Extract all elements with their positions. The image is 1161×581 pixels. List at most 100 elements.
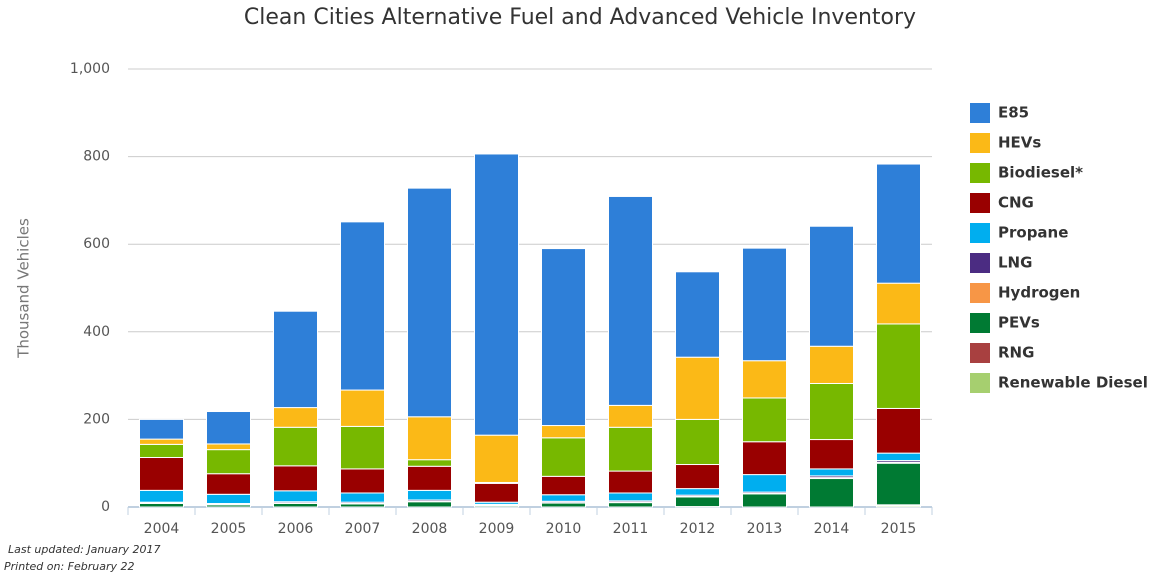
legend-label: LNG xyxy=(998,254,1032,272)
bar-segment xyxy=(207,412,251,444)
bar-segment xyxy=(274,408,318,428)
bar-segment xyxy=(140,444,184,457)
bar-segment xyxy=(810,469,854,476)
legend-label: HEVs xyxy=(998,134,1041,152)
bar-segment xyxy=(877,164,921,283)
legend-swatch xyxy=(970,313,990,333)
bar-segment xyxy=(140,490,184,502)
bar-segment xyxy=(140,458,184,491)
bar-segment xyxy=(609,493,653,501)
bar-segment xyxy=(877,453,921,460)
x-tick-label: 2011 xyxy=(613,521,649,537)
bar-segment xyxy=(542,476,586,494)
bar-segment xyxy=(609,503,653,507)
bar-segment xyxy=(877,283,921,324)
x-tick-label: 2005 xyxy=(211,521,247,537)
chart-title: Clean Cities Alternative Fuel and Advanc… xyxy=(244,5,916,30)
bar-segment xyxy=(408,188,452,417)
bar-segment xyxy=(609,196,653,405)
bar-segment xyxy=(877,408,921,453)
bar-segment xyxy=(274,466,318,491)
bar-segment xyxy=(341,222,385,390)
bar-segment xyxy=(408,502,452,507)
x-tick-label: 2004 xyxy=(144,521,180,537)
bar-segment xyxy=(542,503,586,507)
bar-segment xyxy=(140,439,184,444)
legend-swatch xyxy=(970,223,990,243)
x-tick-label: 2007 xyxy=(345,521,381,537)
legend-swatch xyxy=(970,193,990,213)
legend-swatch xyxy=(970,103,990,123)
bar-segment xyxy=(609,427,653,471)
legend-label: CNG xyxy=(998,194,1034,212)
bar-segment xyxy=(676,357,720,419)
y-tick-label: 800 xyxy=(83,149,110,165)
bar-segment xyxy=(743,475,787,493)
bar-segment xyxy=(877,463,921,505)
legend-label: Biodiesel* xyxy=(998,164,1083,182)
bar-segment xyxy=(207,494,251,503)
bar-segment xyxy=(743,361,787,398)
bar-segment xyxy=(408,460,452,467)
bar-segment xyxy=(274,427,318,466)
bar-segment xyxy=(542,495,586,502)
y-tick-label: 0 xyxy=(101,499,110,515)
x-tick-label: 2012 xyxy=(680,521,716,537)
bar-segment xyxy=(676,272,720,357)
bar-segment xyxy=(743,442,787,475)
bar-segment xyxy=(207,450,251,474)
bar-segment xyxy=(475,154,519,435)
bar-segment xyxy=(207,444,251,450)
legend-swatch xyxy=(970,163,990,183)
bar-segment xyxy=(408,466,452,490)
y-tick-label: 1,000 xyxy=(70,61,110,77)
legend-label: Hydrogen xyxy=(998,284,1080,302)
x-tick-label: 2014 xyxy=(814,521,850,537)
bar-segment xyxy=(676,465,720,489)
legend-label: RNG xyxy=(998,344,1034,362)
bar-segment xyxy=(676,497,720,507)
y-axis-label: Thousand Vehicles xyxy=(15,218,33,359)
bar-segment xyxy=(877,324,921,409)
y-tick-label: 600 xyxy=(83,236,110,252)
bar-segment xyxy=(676,489,720,496)
x-tick-label: 2006 xyxy=(278,521,314,537)
legend-swatch xyxy=(970,373,990,393)
bar-segment xyxy=(542,426,586,438)
x-tick-label: 2015 xyxy=(881,521,917,537)
x-tick-label: 2013 xyxy=(747,521,783,537)
bar-segment xyxy=(542,249,586,426)
bar-segment xyxy=(475,435,519,482)
bar-segment xyxy=(609,405,653,427)
bar-segment xyxy=(207,474,251,495)
legend-label: PEVs xyxy=(998,314,1040,332)
bar-segment xyxy=(341,390,385,426)
bar-segment xyxy=(140,419,184,439)
bar-segment xyxy=(475,483,519,502)
legend-swatch xyxy=(970,133,990,153)
bar-segment xyxy=(408,417,452,460)
bar-segment xyxy=(341,469,385,493)
legend-swatch xyxy=(970,343,990,363)
bar-segment xyxy=(743,494,787,507)
x-tick-label: 2009 xyxy=(479,521,515,537)
legend-swatch xyxy=(970,253,990,273)
x-tick-label: 2008 xyxy=(412,521,448,537)
y-tick-label: 400 xyxy=(83,324,110,340)
bar-segment xyxy=(743,398,787,442)
legend-label: Propane xyxy=(998,224,1068,242)
bar-segment xyxy=(341,493,385,502)
bar-segment xyxy=(274,311,318,407)
legend-label: Renewable Diesel xyxy=(998,374,1148,392)
bar-segment xyxy=(274,503,318,507)
note: Last updated: January 2017 xyxy=(8,543,161,556)
bar-segment xyxy=(810,479,854,507)
legend-swatch xyxy=(970,283,990,303)
note: Printed on: February 22 xyxy=(4,560,135,573)
legend-label: E85 xyxy=(998,104,1029,122)
bar-segment xyxy=(140,503,184,507)
bar-segment xyxy=(408,490,452,500)
bar-segment xyxy=(810,346,854,383)
bar-segment xyxy=(609,471,653,493)
